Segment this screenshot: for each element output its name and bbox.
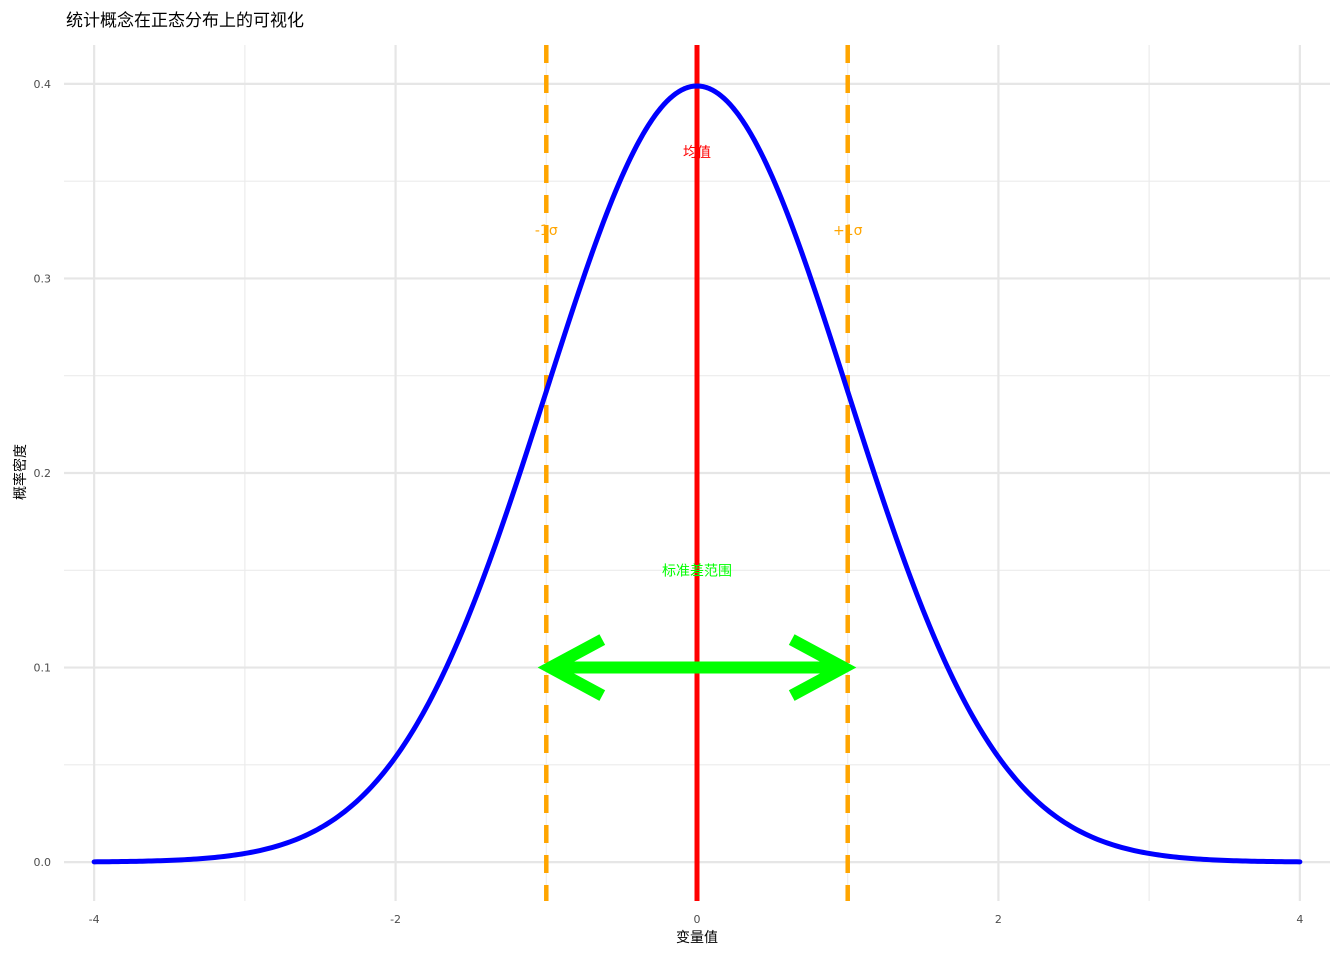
annotation-label: 均值 xyxy=(683,145,711,161)
x-tick-label: 2 xyxy=(995,913,1002,926)
curve-layer xyxy=(91,83,1303,865)
x-tick-label: 4 xyxy=(1296,913,1303,926)
arrow-layer xyxy=(537,634,857,701)
annotation-label: +1σ xyxy=(833,223,863,239)
y-axis-title: 概率密度 xyxy=(12,444,29,500)
density-curve xyxy=(91,83,1303,865)
annotation-label: -1σ xyxy=(535,223,558,239)
annotation-layer: 均值 -1σ +1σ 标准差范围 xyxy=(535,145,863,579)
y-tick-label: 0.4 xyxy=(34,78,52,91)
annotation-label: 标准差范围 xyxy=(662,562,732,579)
x-tick-label: -4 xyxy=(89,913,100,926)
y-tick-label: 0.1 xyxy=(34,662,52,675)
arrow-head-right xyxy=(788,634,857,701)
x-axis-title: 变量值 xyxy=(676,930,718,946)
y-tick-label: 0.0 xyxy=(34,856,52,869)
tick-label-layer: -4 -2 0 2 4 0.0 0.1 0.2 0.3 0.4 xyxy=(34,78,1304,926)
y-tick-label: 0.2 xyxy=(34,467,52,480)
y-tick-label: 0.3 xyxy=(34,272,52,285)
x-tick-label: -2 xyxy=(390,913,401,926)
chart-title: 统计概念在正态分布上的可视化 xyxy=(66,10,304,31)
arrow-head-left xyxy=(537,634,606,701)
reference-lines-layer xyxy=(544,45,850,901)
x-tick-label: 0 xyxy=(694,913,701,926)
